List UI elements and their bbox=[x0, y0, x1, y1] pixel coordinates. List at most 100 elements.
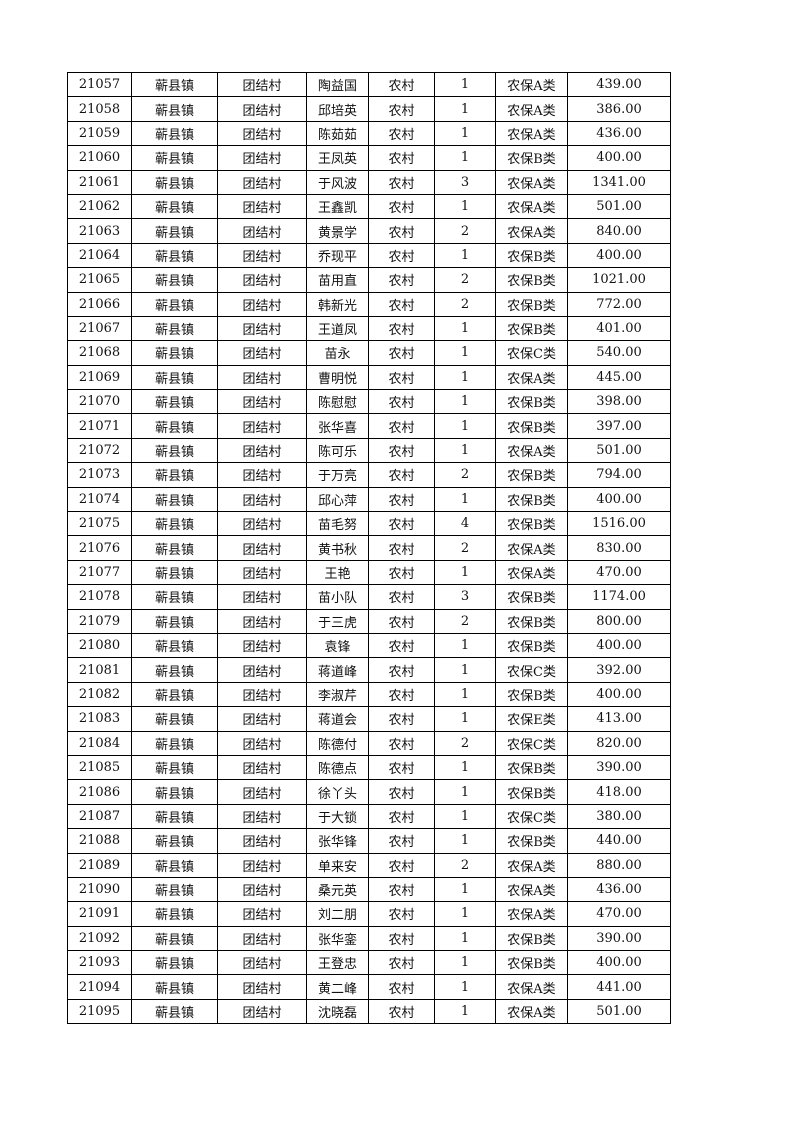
name-cell: 刘二朋 bbox=[306, 901, 369, 927]
amount-cell: 540.00 bbox=[567, 340, 671, 366]
table-row: 21075 蕲县镇 团结村 苗毛努 农村 4 农保B类 1516.00 bbox=[67, 511, 671, 537]
count-cell: 1 bbox=[434, 315, 496, 342]
id-cell: 21075 bbox=[67, 511, 132, 537]
village-cell: 团结村 bbox=[217, 681, 307, 708]
town-cell: 蕲县镇 bbox=[131, 657, 218, 683]
amount-cell: 880.00 bbox=[567, 852, 671, 878]
type-cell: 农村 bbox=[368, 267, 435, 293]
amount-cell: 794.00 bbox=[567, 462, 671, 488]
table-row: 21081 蕲县镇 团结村 蒋道峰 农村 1 农保C类 392.00 bbox=[67, 657, 671, 683]
amount-cell: 440.00 bbox=[567, 828, 671, 854]
amount-cell: 397.00 bbox=[567, 413, 671, 439]
town-cell: 蕲县镇 bbox=[131, 145, 218, 171]
table-row: 21072 蕲县镇 团结村 陈可乐 农村 1 农保A类 501.00 bbox=[67, 437, 671, 464]
count-cell: 1 bbox=[434, 803, 496, 830]
town-cell: 蕲县镇 bbox=[131, 486, 218, 513]
name-cell: 邱培英 bbox=[306, 96, 369, 122]
id-cell: 21089 bbox=[67, 852, 132, 878]
village-cell: 团结村 bbox=[217, 901, 307, 927]
category-cell: 农保B类 bbox=[495, 828, 568, 854]
id-cell: 21093 bbox=[67, 950, 132, 976]
town-cell: 蕲县镇 bbox=[131, 730, 218, 756]
village-cell: 团结村 bbox=[217, 145, 307, 171]
name-cell: 张华銮 bbox=[306, 925, 369, 952]
category-cell: 农保A类 bbox=[495, 120, 568, 147]
town-cell: 蕲县镇 bbox=[131, 852, 218, 878]
village-cell: 团结村 bbox=[217, 657, 307, 683]
type-cell: 农村 bbox=[368, 901, 435, 927]
amount-cell: 439.00 bbox=[567, 71, 671, 98]
table-row: 21089 蕲县镇 团结村 单来安 农村 2 农保A类 880.00 bbox=[67, 852, 671, 878]
type-cell: 农村 bbox=[368, 779, 435, 805]
town-cell: 蕲县镇 bbox=[131, 193, 218, 220]
category-cell: 农保C类 bbox=[495, 730, 568, 756]
type-cell: 农村 bbox=[368, 730, 435, 756]
village-cell: 团结村 bbox=[217, 511, 307, 537]
amount-cell: 400.00 bbox=[567, 145, 671, 171]
amount-cell: 830.00 bbox=[567, 535, 671, 561]
name-cell: 于三虎 bbox=[306, 608, 369, 634]
village-cell: 团结村 bbox=[217, 267, 307, 293]
town-cell: 蕲县镇 bbox=[131, 828, 218, 854]
table-row: 21086 蕲县镇 团结村 徐丫头 农村 1 农保B类 418.00 bbox=[67, 779, 671, 805]
table-row: 21063 蕲县镇 团结村 黄景学 农村 2 农保A类 840.00 bbox=[67, 218, 671, 244]
town-cell: 蕲县镇 bbox=[131, 413, 218, 439]
amount-cell: 820.00 bbox=[567, 730, 671, 756]
count-cell: 4 bbox=[434, 511, 496, 537]
town-cell: 蕲县镇 bbox=[131, 681, 218, 708]
town-cell: 蕲县镇 bbox=[131, 559, 218, 586]
table-row: 21064 蕲县镇 团结村 乔现平 农村 1 农保B类 400.00 bbox=[67, 242, 671, 269]
town-cell: 蕲县镇 bbox=[131, 71, 218, 98]
table-row: 21078 蕲县镇 团结村 苗小队 农村 3 农保B类 1174.00 bbox=[67, 584, 671, 610]
amount-cell: 1341.00 bbox=[567, 169, 671, 195]
id-cell: 21084 bbox=[67, 730, 132, 756]
type-cell: 农村 bbox=[368, 120, 435, 147]
count-cell: 1 bbox=[434, 437, 496, 464]
table-row: 21083 蕲县镇 团结村 蒋道会 农村 1 农保E类 413.00 bbox=[67, 706, 671, 732]
town-cell: 蕲县镇 bbox=[131, 242, 218, 269]
village-cell: 团结村 bbox=[217, 71, 307, 98]
town-cell: 蕲县镇 bbox=[131, 437, 218, 464]
table-row: 21080 蕲县镇 团结村 袁锋 农村 1 农保B类 400.00 bbox=[67, 632, 671, 659]
id-cell: 21090 bbox=[67, 876, 132, 903]
table-row: 21077 蕲县镇 团结村 王艳 农村 1 农保A类 470.00 bbox=[67, 559, 671, 586]
name-cell: 王鑫凯 bbox=[306, 193, 369, 220]
category-cell: 农保C类 bbox=[495, 803, 568, 830]
count-cell: 2 bbox=[434, 730, 496, 756]
town-cell: 蕲县镇 bbox=[131, 608, 218, 634]
village-cell: 团结村 bbox=[217, 998, 307, 1025]
type-cell: 农村 bbox=[368, 632, 435, 659]
town-cell: 蕲县镇 bbox=[131, 291, 218, 317]
name-cell: 苗用直 bbox=[306, 267, 369, 293]
id-cell: 21064 bbox=[67, 242, 132, 269]
type-cell: 农村 bbox=[368, 706, 435, 732]
village-cell: 团结村 bbox=[217, 559, 307, 586]
category-cell: 农保B类 bbox=[495, 145, 568, 171]
type-cell: 农村 bbox=[368, 584, 435, 610]
count-cell: 1 bbox=[434, 413, 496, 439]
name-cell: 袁锋 bbox=[306, 632, 369, 659]
village-cell: 团结村 bbox=[217, 706, 307, 732]
village-cell: 团结村 bbox=[217, 169, 307, 195]
village-cell: 团结村 bbox=[217, 754, 307, 781]
name-cell: 于大锁 bbox=[306, 803, 369, 830]
name-cell: 王凤英 bbox=[306, 145, 369, 171]
amount-cell: 501.00 bbox=[567, 193, 671, 220]
id-cell: 21074 bbox=[67, 486, 132, 513]
table-row: 21066 蕲县镇 团结村 韩新光 农村 2 农保B类 772.00 bbox=[67, 291, 671, 317]
name-cell: 曹明悦 bbox=[306, 364, 369, 391]
name-cell: 陈德点 bbox=[306, 754, 369, 781]
village-cell: 团结村 bbox=[217, 876, 307, 903]
village-cell: 团结村 bbox=[217, 364, 307, 391]
count-cell: 1 bbox=[434, 901, 496, 927]
village-cell: 团结村 bbox=[217, 803, 307, 830]
count-cell: 1 bbox=[434, 389, 496, 415]
category-cell: 农保B类 bbox=[495, 925, 568, 952]
count-cell: 2 bbox=[434, 291, 496, 317]
table-row: 21095 蕲县镇 团结村 沈晓磊 农村 1 农保A类 501.00 bbox=[67, 998, 671, 1025]
count-cell: 1 bbox=[434, 998, 496, 1025]
id-cell: 21087 bbox=[67, 803, 132, 830]
amount-cell: 470.00 bbox=[567, 901, 671, 927]
id-cell: 21065 bbox=[67, 267, 132, 293]
name-cell: 陈德付 bbox=[306, 730, 369, 756]
